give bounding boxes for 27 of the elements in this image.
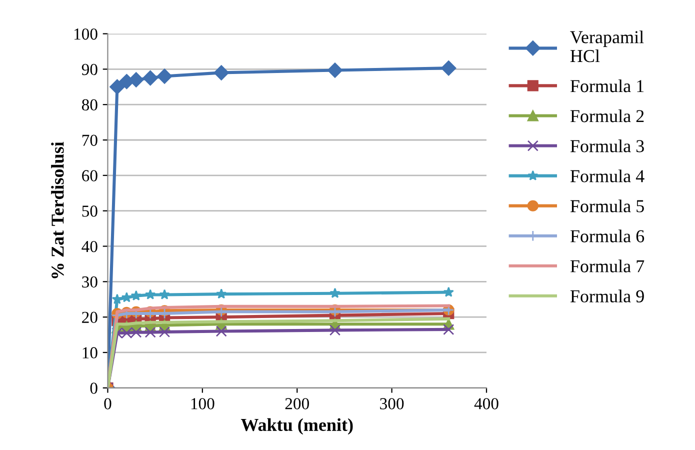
y-tick-label: 30 [82, 276, 98, 288]
legend-label: Formula 7 [570, 260, 644, 272]
x-tick-label: 100 [191, 398, 214, 410]
legend-label: Formula 3 [570, 140, 644, 152]
y-tick-label: 10 [82, 347, 98, 358]
legend-label: Formula 2 [570, 110, 644, 122]
legend-label: Formula 9 [570, 290, 644, 302]
y-tick-label: 90 [82, 64, 98, 76]
y-tick-label: 20 [82, 312, 98, 324]
y-axis-title: % Zat Terdisolusi [51, 142, 64, 278]
x-tick-label: 400 [474, 398, 498, 410]
legend-label: Formula 6 [570, 230, 644, 242]
x-tick-label: 200 [285, 398, 309, 410]
y-tick-label: 80 [82, 99, 98, 111]
y-tick-label: 70 [82, 134, 98, 146]
x-axis-title: Waktu (menit) [240, 418, 353, 435]
y-tick-label: 50 [82, 206, 98, 217]
legend-label: Formula 1 [570, 80, 644, 92]
legend-label: Formula 4 [570, 170, 644, 182]
x-tick-label: 300 [380, 398, 404, 410]
legend-label: Formula 5 [570, 200, 644, 212]
y-tick-label: 100 [74, 28, 98, 40]
legend-label: Verapamil HCl [570, 30, 644, 62]
y-tick-label: 60 [82, 170, 98, 182]
x-tick-label: 0 [104, 398, 112, 410]
y-tick-label: 0 [90, 382, 98, 394]
y-tick-label: 40 [82, 240, 98, 252]
